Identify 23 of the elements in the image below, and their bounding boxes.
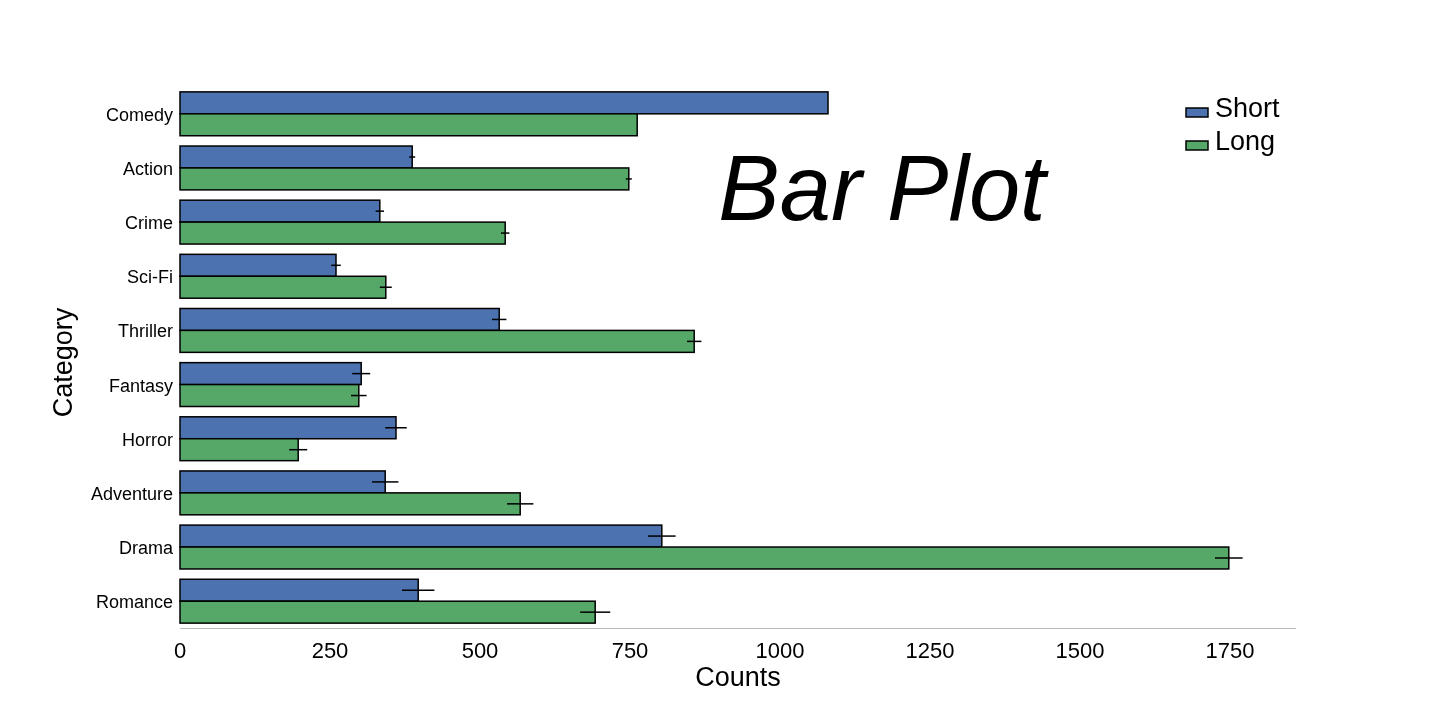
y-tick-label: Adventure: [90, 483, 173, 504]
y-tick-label: Crime: [125, 213, 173, 234]
x-tick-label: 1750: [1205, 638, 1255, 663]
x-tick-label: 1000: [755, 638, 805, 663]
y-tick-label: Sci-Fi: [127, 267, 173, 288]
legend-label: Long: [1215, 126, 1276, 156]
y-tick-label: Drama: [118, 538, 174, 559]
y-tick-label: Action: [122, 158, 173, 179]
y-tick-label: Fantasy: [108, 375, 173, 396]
x-tick-label: 0: [173, 638, 187, 663]
x-tick-label: 500: [461, 638, 499, 663]
y-tick-label: Horror: [121, 429, 173, 450]
x-tick-label: 250: [311, 638, 349, 663]
x-tick-label: 1500: [1055, 638, 1105, 663]
text: Bar Plot: [718, 137, 1050, 239]
y-tick-label: Romance: [95, 592, 173, 613]
y-axis-title: Category: [48, 307, 78, 418]
x-axis-title: Counts: [695, 662, 781, 692]
x-tick-label: 1250: [905, 638, 955, 663]
y-tick-label: Comedy: [105, 104, 173, 125]
legend-label: Short: [1215, 93, 1281, 123]
x-tick-label: 750: [611, 638, 649, 663]
y-tick-label: Thriller: [117, 321, 173, 342]
